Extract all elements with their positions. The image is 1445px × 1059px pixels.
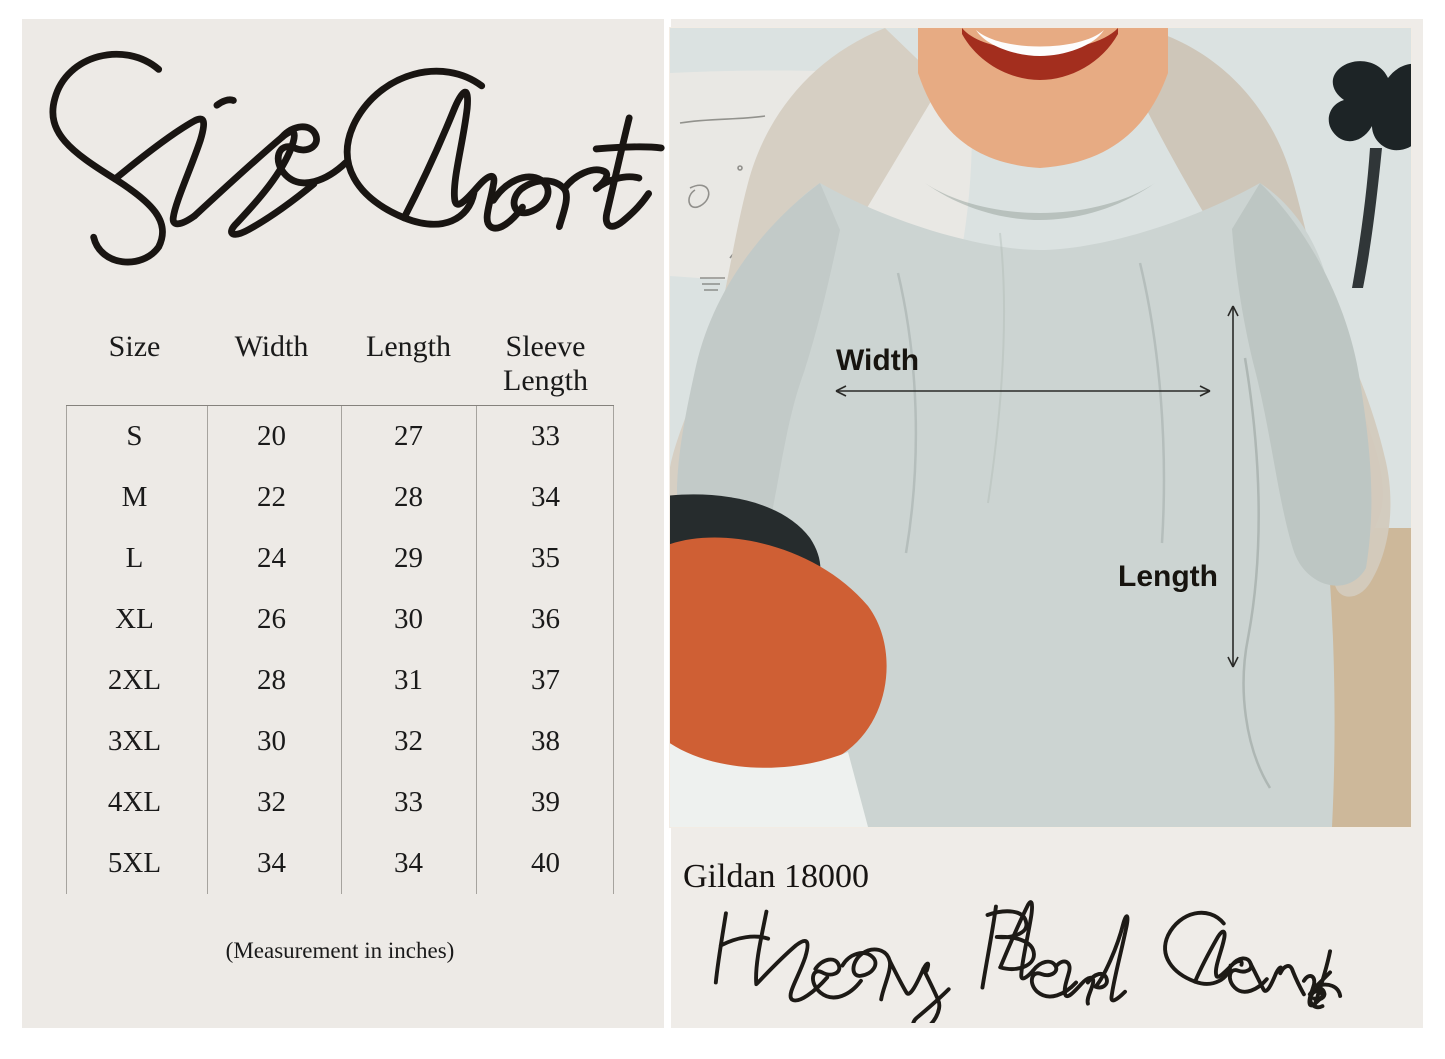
- svg-text:Length: Length: [1118, 560, 1218, 593]
- svg-text:Width: Width: [836, 344, 919, 377]
